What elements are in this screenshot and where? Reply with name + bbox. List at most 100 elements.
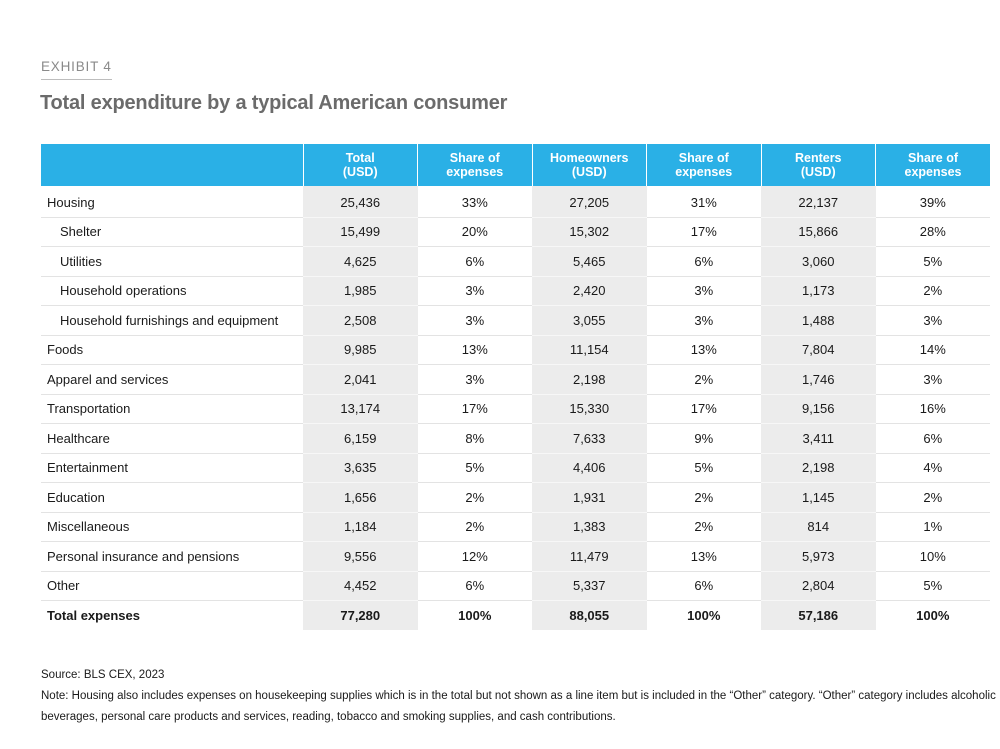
row-label: Utilities (41, 246, 303, 277)
table-cell: 4,406 (532, 453, 647, 483)
table-cell: 3,411 (761, 423, 876, 454)
table-cell: 1,488 (761, 305, 876, 336)
table-cell: 1,931 (532, 482, 647, 513)
header-cell-homeowners: Homeowners (USD) (532, 144, 647, 186)
table-cell: 1,985 (303, 276, 418, 306)
source-text: Source: BLS CEX, 2023 (41, 669, 165, 681)
header-cell-share-total: Share of expenses (417, 144, 533, 186)
table-cell: 2% (646, 482, 761, 513)
table-cell: 77,280 (303, 600, 418, 630)
table-row: Miscellaneous 1,184 2% 1,383 2% 814 1% (41, 512, 990, 542)
table-cell: 2,420 (532, 276, 647, 306)
table-cell: 88,055 (532, 600, 647, 630)
table-cell: 4% (875, 453, 990, 483)
table-cell: 5,337 (532, 571, 647, 601)
table-cell: 5% (417, 453, 532, 483)
table-cell: 3% (417, 276, 532, 306)
row-label: Transportation (41, 394, 303, 424)
table-cell: 7,804 (761, 335, 876, 365)
table-cell: 6% (417, 571, 532, 601)
table-cell: 11,154 (532, 335, 647, 365)
table-cell: 2,508 (303, 305, 418, 336)
row-label: Healthcare (41, 423, 303, 454)
table-cell: 100% (458, 607, 492, 623)
table-cell: 9% (646, 423, 761, 454)
table-row: Healthcare 6,159 8% 7,633 9% 3,411 6% (41, 423, 990, 454)
header-cell-share-renters: Share of expenses (875, 144, 990, 186)
table-cell: 1,184 (303, 512, 418, 542)
table-cell: 13,174 (303, 394, 418, 424)
table-cell: 57,186 (761, 600, 876, 630)
table-cell: 5% (875, 246, 990, 277)
table-cell: 6% (646, 571, 761, 601)
table-cell: 1,145 (761, 482, 876, 513)
header-cell-share-homeowners: Share of expenses (646, 144, 762, 186)
row-label: Apparel and services (41, 364, 303, 395)
table-cell: 33% (417, 186, 532, 218)
table-row: Foods 9,985 13% 11,154 13% 7,804 14% (41, 335, 990, 365)
table-cell: 4,625 (303, 246, 418, 277)
table-cell: 28% (875, 217, 990, 247)
table-cell: 2% (646, 364, 761, 395)
table-cell: 9,156 (761, 394, 876, 424)
row-label: Foods (41, 335, 303, 365)
table-cell: 14% (875, 335, 990, 365)
table-cell: 7,633 (532, 423, 647, 454)
table-cell: 100% (916, 607, 950, 623)
table-cell: 1,746 (761, 364, 876, 395)
row-label: Miscellaneous (41, 512, 303, 542)
table-cell: 2% (875, 276, 990, 306)
table-cell: 3% (875, 364, 990, 395)
exhibit-label: EXHIBIT 4 (41, 59, 112, 80)
table-cell: 2,804 (761, 571, 876, 601)
table-cell: 22,137 (761, 186, 876, 218)
total-row: Total expenses 77,280 100% 88,055 100% 57,186… (41, 600, 990, 630)
table-row: Transportation 13,174 17% 15,330 17% 9,156 16% (41, 394, 990, 424)
table-cell: 2,041 (303, 364, 418, 395)
table-cell: 6,159 (303, 423, 418, 454)
table-cell: 31% (646, 186, 761, 218)
expenditure-table: Total (USD) Share of expenses Homeowners (U… (41, 144, 990, 630)
table-row: Education 1,656 2% 1,931 2% 1,145 2% (41, 482, 990, 513)
table-cell: 1,656 (303, 482, 418, 513)
table-cell: 5,973 (761, 541, 876, 572)
table-row: Shelter 15,499 20% 15,302 17% 15,866 28% (41, 217, 990, 247)
table-cell: 1,383 (532, 512, 647, 542)
row-label: Household furnishings and equipment (41, 305, 303, 336)
table-cell: 39% (875, 186, 990, 218)
row-label: Shelter (41, 217, 303, 247)
table-cell: 20% (417, 217, 532, 247)
table-row: Apparel and services 2,041 3% 2,198 2% 1,746 3… (41, 364, 990, 395)
table-cell: 17% (417, 394, 532, 424)
table-header-row: Total (USD) Share of expenses Homeowners (U… (41, 144, 990, 186)
table-cell: 10% (875, 541, 990, 572)
table-cell: 100% (687, 607, 721, 623)
row-label: Entertainment (41, 453, 303, 483)
table-cell: 16% (875, 394, 990, 424)
row-label: Total expenses (47, 607, 140, 623)
table-cell: 8% (417, 423, 532, 454)
table-cell: 814 (761, 512, 876, 542)
footer-notes: Source: BLS CEX, 2023 Note: Housing also… (41, 665, 1000, 728)
table-row: Household furnishings and equipment 2,508… (41, 305, 990, 336)
table-cell: 1,173 (761, 276, 876, 306)
table-cell: 3% (646, 305, 761, 336)
table-row: Utilities 4,625 6% 5,465 6% 3,060 5% (41, 246, 990, 277)
table-cell: 9,985 (303, 335, 418, 365)
table-cell: 13% (417, 335, 532, 365)
table-cell: 3% (417, 364, 532, 395)
table-cell: 6% (875, 423, 990, 454)
table-cell: 11,479 (532, 541, 647, 572)
table-cell: 9,556 (303, 541, 418, 572)
table-cell: 15,499 (303, 217, 418, 247)
table-cell: 27,205 (532, 186, 647, 218)
page-title: Total expenditure by a typical American … (40, 92, 508, 114)
table-cell: 15,866 (761, 217, 876, 247)
row-label: Other (41, 571, 303, 601)
row-label: Personal insurance and pensions (41, 541, 303, 572)
table-cell: 1% (875, 512, 990, 542)
table-cell: 6% (417, 246, 532, 277)
table-cell: 2,198 (532, 364, 647, 395)
table-cell: 17% (646, 394, 761, 424)
table-cell: 2% (875, 482, 990, 513)
